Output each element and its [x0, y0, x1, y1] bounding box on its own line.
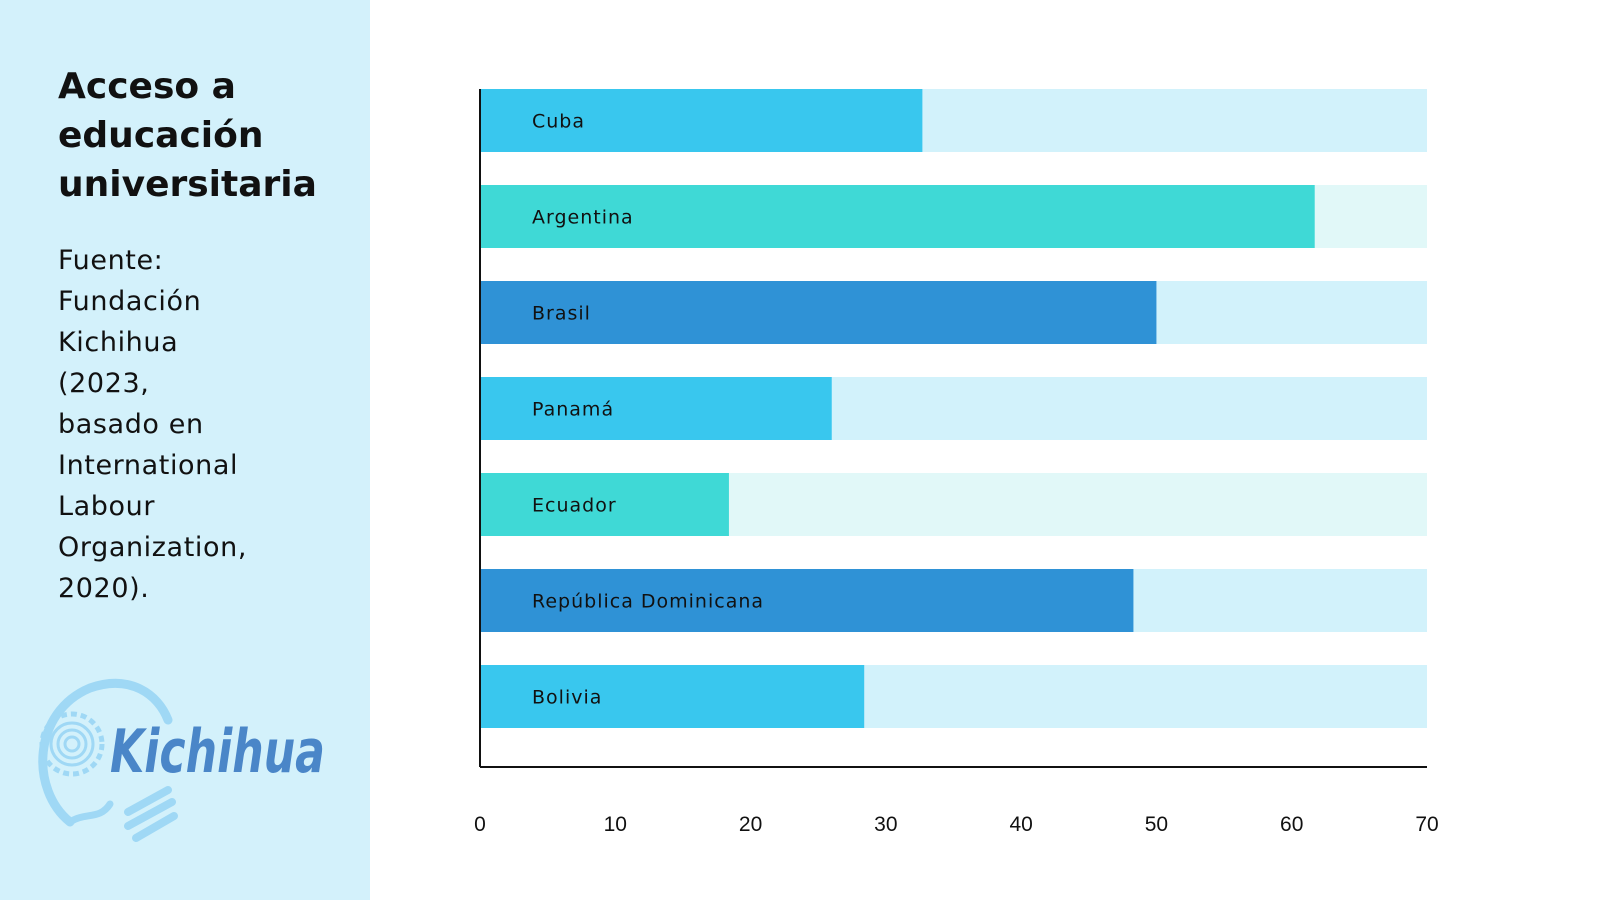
source-line: (2023,: [58, 368, 150, 399]
source-line: Labour: [58, 491, 156, 522]
bulb-base-icon: [124, 786, 178, 842]
x-tick-label: 0: [474, 813, 486, 836]
kichihua-logo: Kichihua: [38, 679, 325, 842]
x-tick-label: 50: [1145, 813, 1168, 836]
x-tick-label: 40: [1009, 813, 1032, 836]
bar-label: Argentina: [532, 207, 634, 229]
bar-label: Brasil: [532, 303, 591, 325]
source-line: Organization,: [58, 532, 247, 563]
title-line: educación: [58, 115, 264, 156]
logo-text: Kichihua: [110, 717, 325, 787]
x-tick-label: 30: [874, 813, 897, 836]
source-line: International: [58, 450, 239, 481]
bar-label: Ecuador: [532, 495, 617, 517]
bar-label: República Dominicana: [532, 591, 764, 613]
source-text: Fuente: Fundación Kichihua (2023, basado…: [58, 240, 358, 609]
x-tick-label: 60: [1280, 813, 1303, 836]
bar-label: Panamá: [532, 399, 614, 421]
source-line: Fuente:: [58, 245, 164, 276]
bar: [480, 473, 729, 536]
bar: [480, 569, 1134, 632]
bars-group: Cuba Argentina Brasil Panamá Ecuador Repúblic…: [480, 89, 1427, 728]
bar-label: Cuba: [532, 111, 585, 133]
page-title: Acceso a educación universitaria: [58, 62, 358, 209]
x-tick-label: 10: [604, 813, 627, 836]
x-tick-labels: 0 10 20 30 40 50 60 70: [474, 813, 1439, 836]
x-tick-label: 20: [739, 813, 762, 836]
source-line: 2020).: [58, 573, 150, 604]
bar: [480, 185, 1315, 248]
spiral-icon: [39, 711, 105, 777]
bar: [480, 89, 923, 152]
bar: [480, 665, 865, 728]
source-line: Kichihua: [58, 327, 179, 358]
bar: [480, 281, 1157, 344]
sidebar: Acceso a educación universitaria Fuente:…: [0, 0, 370, 900]
title-line: universitaria: [58, 164, 317, 205]
x-tick-label: 70: [1415, 813, 1438, 836]
title-line: Acceso a: [58, 66, 236, 107]
bulb-outline-icon: [38, 679, 173, 827]
bar: [480, 377, 832, 440]
source-line: Fundación: [58, 286, 202, 317]
source-line: basado en: [58, 409, 204, 440]
bar-label: Bolivia: [532, 687, 602, 709]
